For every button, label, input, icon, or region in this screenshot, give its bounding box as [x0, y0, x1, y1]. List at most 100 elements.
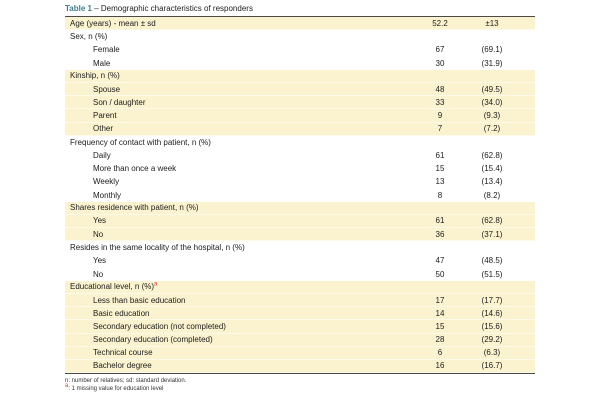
row-label: Son / daughter: [93, 97, 146, 107]
row-pct-value: (14.6): [481, 308, 503, 318]
row-pct-value: (51.5): [481, 269, 503, 279]
row-n-value: 8: [437, 190, 443, 200]
table-title: Table 1 – Demographic characteristics of…: [65, 3, 535, 16]
row-label: Daily: [93, 150, 111, 160]
row-label: Yes: [93, 216, 107, 226]
row-n-value: 15: [435, 164, 445, 174]
row-n-value: 52.2: [432, 18, 448, 28]
row-pct-value: (15.6): [481, 321, 503, 331]
row-label: Shares residence with patient, n (%): [70, 203, 199, 213]
table-row: Weekly 13 (13.4): [65, 175, 535, 188]
row-n-value: 48: [435, 84, 445, 94]
row-pct-value: (69.1): [481, 45, 503, 55]
row-label: Male: [93, 58, 111, 68]
row-label: Bachelor degree: [93, 361, 152, 371]
table-row: Technical course 6 (6.3): [65, 346, 535, 360]
row-label: Weekly: [93, 177, 120, 187]
table-body: Age (years) - mean ± sd 52.2 ±13 Sex, n (%)…: [65, 16, 535, 375]
table-number-label: Table 1: [65, 4, 92, 13]
table-row: Other 7 (7.2): [65, 122, 535, 136]
table-row: Shares residence with patient, n (%): [65, 201, 535, 215]
table-row: Spouse 48 (49.5): [65, 82, 535, 97]
table-row: Son / daughter 33 (34.0): [65, 96, 535, 110]
row-n-value: 47: [435, 256, 445, 266]
table-row: Male 30 (31.9): [65, 57, 535, 70]
row-label: Educational level, n (%)a: [70, 282, 158, 292]
table-row: Sex, n (%): [65, 30, 535, 43]
table-row: Age (years) - mean ± sd 52.2 ±13: [65, 17, 535, 31]
row-n-value: 33: [435, 97, 445, 107]
row-label: Secondary education (not completed): [93, 321, 226, 331]
row-pct-value: (62.8): [481, 216, 503, 226]
table-row: Less than basic education 17 (17.7): [65, 293, 535, 308]
row-pct-value: (6.3): [483, 348, 501, 358]
row-label: Kinship, n (%): [70, 71, 120, 81]
row-label: Spouse: [93, 84, 121, 94]
row-label: Female: [93, 45, 120, 55]
table-row: Basic education 14 (14.6): [65, 307, 535, 321]
table-row: Parent 9 (9.3): [65, 109, 535, 123]
row-label: More than once a week: [93, 164, 177, 174]
row-n-value: 36: [435, 229, 445, 239]
table-row: Frequency of contact with patient, n (%): [65, 136, 535, 149]
row-n-value: 67: [435, 45, 445, 55]
row-label: Parent: [93, 110, 117, 120]
table-row: Bachelor degree 16 (16.7): [65, 359, 535, 374]
footnote-missing-value: a: 1 missing value for education level: [65, 383, 535, 393]
row-label: No: [93, 269, 104, 279]
table-row: Daily 61 (62.8): [65, 149, 535, 162]
table-footnotes: n: number of relatives; sd: standard dev…: [65, 377, 535, 393]
row-pct-value: (8.2): [483, 190, 501, 200]
table-row: Female 67 (69.1): [65, 43, 535, 56]
row-n-value: 17: [435, 295, 445, 305]
table-row: Yes 47 (48.5): [65, 254, 535, 267]
row-n-value: 14: [435, 308, 445, 318]
table-row: No 36 (37.1): [65, 228, 535, 242]
row-pct-value: (17.7): [481, 295, 503, 305]
row-label: Frequency of contact with patient, n (%): [70, 137, 211, 147]
table-row: Kinship, n (%): [65, 69, 535, 83]
row-n-value: 7: [437, 124, 443, 134]
row-n-value: 30: [435, 58, 445, 68]
row-label: Sex, n (%): [70, 32, 108, 42]
row-label: Other: [93, 124, 114, 134]
row-n-value: 9: [437, 110, 443, 120]
table-row: Secondary education (not completed) 15 (15…: [65, 320, 535, 334]
row-n-value: 16: [435, 361, 445, 371]
table-row: No 50 (51.5): [65, 268, 535, 281]
footnote-marker: a: [65, 383, 69, 390]
row-pct-value: (48.5): [481, 256, 503, 266]
row-label: Secondary education (completed): [93, 335, 213, 345]
row-n-value: 15: [435, 321, 445, 331]
row-label-superscript: a: [154, 282, 158, 288]
table-row: More than once a week 15 (15.4): [65, 162, 535, 175]
row-label: Monthly: [93, 190, 122, 200]
row-pct-value: (34.0): [481, 97, 503, 107]
row-label: Less than basic education: [93, 295, 186, 305]
row-pct-value: (31.9): [481, 58, 503, 68]
row-pct-value: (13.4): [481, 177, 503, 187]
row-label: Age (years) - mean ± sd: [70, 18, 156, 28]
table-row: Monthly 8 (8.2): [65, 188, 535, 201]
row-label: Yes: [93, 256, 107, 266]
demographics-table: Table 1 – Demographic characteristics of…: [65, 3, 535, 393]
row-pct-value: (29.2): [481, 335, 503, 345]
row-pct-value: (37.1): [481, 229, 503, 239]
table-row: Secondary education (completed) 28 (29.2): [65, 333, 535, 347]
table-row: Yes 61 (62.8): [65, 214, 535, 228]
table-row: Resides in the same locality of the hosp…: [65, 241, 535, 254]
row-n-value: 61: [435, 216, 445, 226]
row-n-value: 61: [435, 150, 445, 160]
row-label: Resides in the same locality of the hosp…: [70, 243, 245, 253]
row-pct-value: (15.4): [481, 164, 503, 174]
row-n-value: 50: [435, 269, 445, 279]
row-n-value: 28: [435, 335, 445, 345]
row-pct-value: (7.2): [483, 124, 501, 134]
row-n-value: 6: [437, 348, 443, 358]
row-pct-value: (62.8): [481, 150, 503, 160]
table-title-text: – Demographic characteristics of respond…: [91, 4, 253, 13]
row-pct-value: (49.5): [481, 84, 503, 94]
row-pct-value: (16.7): [481, 361, 503, 371]
row-label: Basic education: [93, 308, 150, 318]
table-row: Educational level, n (%)a: [65, 280, 535, 294]
